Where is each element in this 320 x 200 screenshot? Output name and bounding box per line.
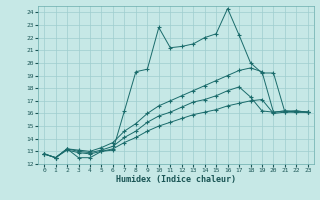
X-axis label: Humidex (Indice chaleur): Humidex (Indice chaleur) [116,175,236,184]
